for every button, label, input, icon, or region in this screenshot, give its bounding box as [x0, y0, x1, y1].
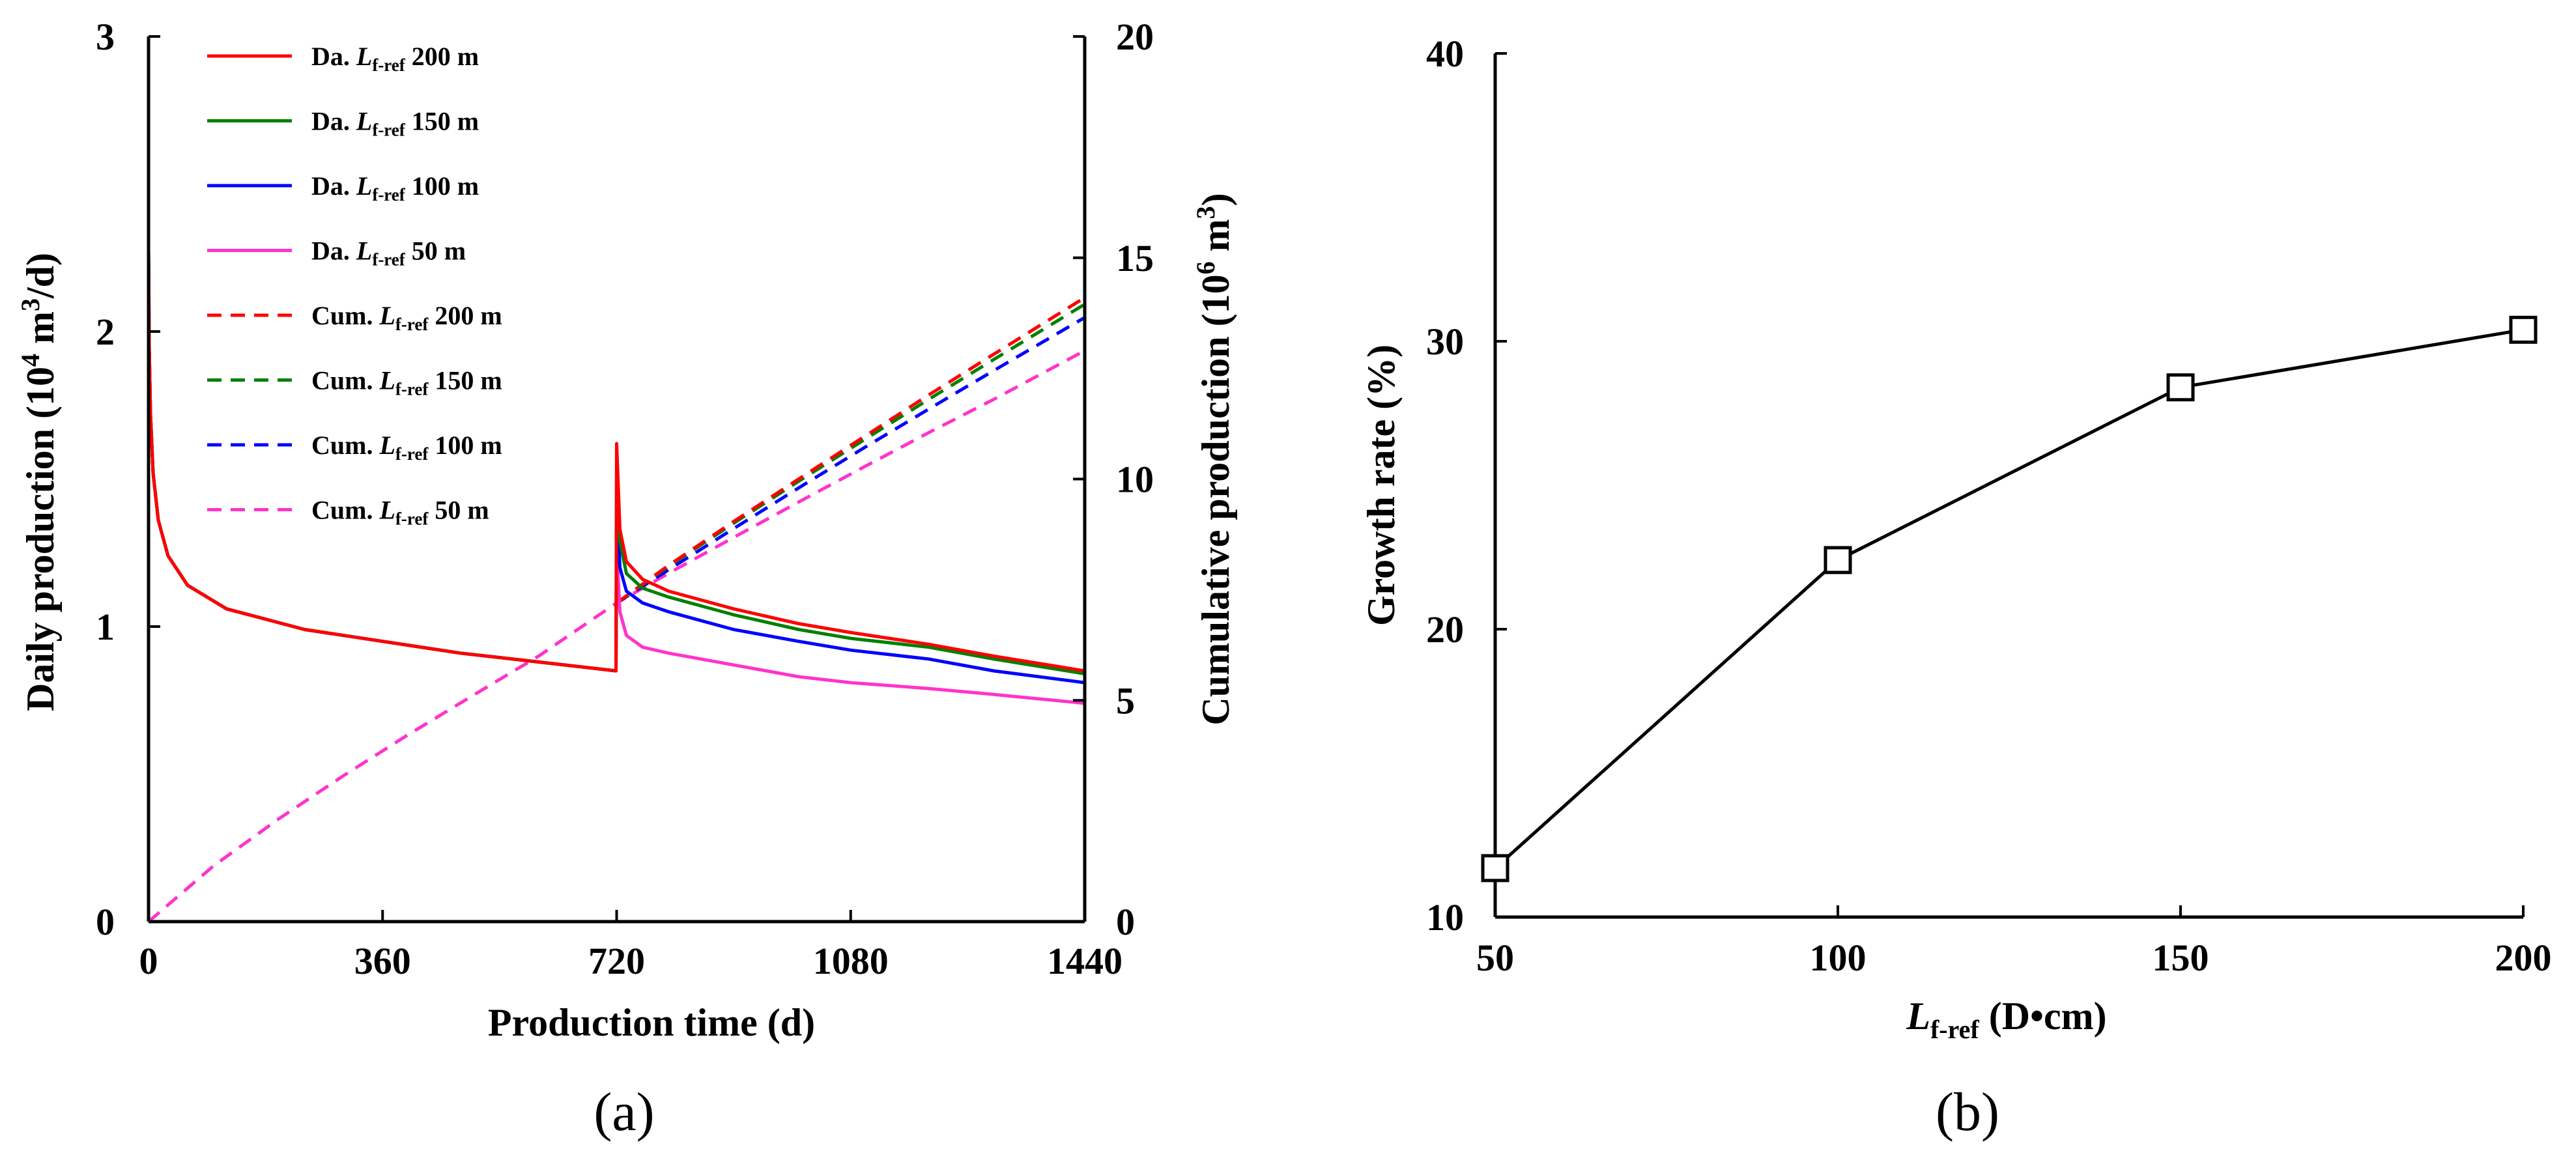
- panel-a-x-tick-label: 0: [139, 940, 158, 982]
- panel-a-y-tick-label: 1: [96, 606, 115, 648]
- panel-a-x-tick-label: 720: [588, 940, 645, 982]
- panel-b-x-axis-label: Lf-ref (D•cm): [1906, 995, 2106, 1044]
- panel-a-x-tick-label: 1080: [813, 940, 889, 982]
- legend-label-da-lf-ref-50-m: Da. Lf-ref 50 m: [311, 236, 466, 270]
- panel-a-label: (a): [594, 1082, 654, 1142]
- legend-label-cum-lf-ref-100-m: Cum. Lf-ref 100 m: [311, 431, 502, 464]
- panel-b-x-tick-label: 150: [2153, 937, 2209, 979]
- panel-b-label: (b): [1936, 1082, 1999, 1142]
- legend-label-da-lf-ref-200-m: Da. Lf-ref 200 m: [311, 42, 479, 75]
- panel-b-y-tick-label: 10: [1426, 896, 1464, 939]
- panel-a-x-tick-label: 1440: [1047, 940, 1123, 982]
- panel-a-y2-tick-label: 20: [1116, 16, 1154, 58]
- panel-b-x-tick-label: 50: [1476, 937, 1514, 979]
- panel-b-y-tick-label: 30: [1426, 320, 1464, 363]
- data-point-marker: [1481, 854, 1510, 883]
- panel-b-ticks: 50 100 150 200 10 20 30 40: [1426, 33, 2552, 979]
- panel-b: 50 100 150 200 10 20 30 40 Growth rate (%) Lf-r…: [1360, 33, 2552, 1142]
- panel-a-y2-axis-label: Cumulative production (106 m3): [1191, 193, 1238, 725]
- panel-b-series: [1481, 315, 2538, 883]
- legend-label-cum-lf-ref-150-m: Cum. Lf-ref 150 m: [311, 366, 502, 399]
- panel-a-y2-tick-label: 0: [1116, 901, 1135, 943]
- data-point-marker: [2509, 315, 2538, 344]
- panel-a-y-tick-label: 2: [96, 311, 115, 353]
- panel-a-y-tick-label: 0: [96, 901, 115, 943]
- data-point-marker: [1824, 546, 1852, 574]
- panel-a-y2-tick-label: 10: [1116, 459, 1154, 501]
- legend-label-cum-lf-ref-200-m: Cum. Lf-ref 200 m: [311, 301, 502, 334]
- panel-b-y-axis-label: Growth rate (%): [1360, 345, 1403, 626]
- panel-b-x-tick-label: 100: [1810, 937, 1867, 979]
- panel-a-series: [147, 249, 1086, 923]
- legend-label-da-lf-ref-100-m: Da. Lf-ref 100 m: [311, 171, 479, 205]
- panel-a-y-axis-label: Daily production (104 m3/d): [16, 253, 63, 711]
- panel-b-x-tick-label: 200: [2495, 937, 2552, 979]
- panel-b-y-tick-label: 20: [1426, 608, 1464, 651]
- panel-a-y2-tick-label: 5: [1116, 679, 1135, 722]
- series-line-da-lf-ref-200-m: [147, 249, 1085, 673]
- legend-label-cum-lf-ref-50-m: Cum. Lf-ref 50 m: [311, 496, 489, 529]
- panel-a-x-axis-label: Production time (d): [488, 1001, 815, 1044]
- panel-a-y-tick-label: 3: [96, 16, 115, 58]
- panel-a-y2-tick-label: 15: [1116, 237, 1154, 279]
- legend-label-da-lf-ref-150-m: Da. Lf-ref 150 m: [311, 107, 479, 140]
- panel-a-x-tick-label: 360: [354, 940, 411, 982]
- panel-b-y-tick-label: 40: [1426, 33, 1464, 75]
- series-line-cum-lf-ref-200-m: [616, 296, 1086, 604]
- series-line-growth-rate: [1494, 328, 2524, 870]
- data-point-marker: [2166, 373, 2195, 402]
- panel-a-legend: Da. Lf-ref 200 m Da. Lf-ref 150 m Da. Lf-r…: [207, 42, 502, 529]
- series-line-cum-lf-ref-100-m: [616, 316, 1086, 604]
